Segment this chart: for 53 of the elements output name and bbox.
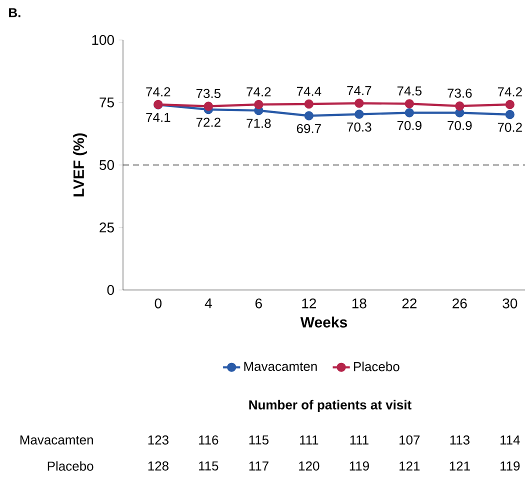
legend-label: Mavacamten bbox=[244, 362, 317, 371]
data-label: 73.5 bbox=[196, 88, 221, 98]
text: 119 bbox=[500, 461, 520, 471]
data-label: 74.2 bbox=[246, 87, 271, 96]
text: Placebo bbox=[48, 461, 94, 471]
x-tick-label: 26 bbox=[452, 298, 467, 308]
y-tick-label: 100 bbox=[92, 35, 114, 45]
data-label: 70.9 bbox=[448, 120, 472, 130]
text: 115 bbox=[199, 461, 218, 471]
text: 121 bbox=[400, 461, 420, 471]
x-tick-label: 4 bbox=[204, 298, 212, 308]
data-label: 70.9 bbox=[397, 120, 422, 130]
text: 111 bbox=[300, 436, 318, 444]
x-tick-label: 30 bbox=[502, 298, 518, 308]
x-tick-label: 18 bbox=[352, 298, 366, 308]
text: 128 bbox=[148, 461, 168, 471]
y-tick-label: 50 bbox=[100, 160, 114, 170]
x-axis-title: Weeks bbox=[300, 316, 347, 328]
text: 120 bbox=[299, 461, 320, 471]
text: Mavacamten bbox=[20, 435, 93, 445]
data-label: 74.7 bbox=[347, 86, 372, 96]
text: Number of patients at visit bbox=[249, 400, 412, 412]
text: 114 bbox=[500, 436, 520, 444]
data-label: 73.6 bbox=[448, 88, 472, 98]
text: 113 bbox=[450, 435, 470, 445]
data-label: 74.2 bbox=[498, 87, 522, 96]
data-label: 74.4 bbox=[296, 86, 322, 96]
x-tick-label: 12 bbox=[302, 298, 316, 308]
text: 107 bbox=[400, 435, 420, 445]
text: 123 bbox=[148, 435, 168, 445]
data-label: 71.8 bbox=[246, 118, 271, 128]
text: B. bbox=[9, 8, 20, 18]
y-tick-label: 25 bbox=[100, 222, 114, 232]
x-tick-label: 0 bbox=[154, 298, 162, 308]
text: 119 bbox=[350, 461, 369, 471]
text: 111 bbox=[350, 436, 368, 444]
y-tick-label: 75 bbox=[100, 98, 114, 108]
data-label: 70.2 bbox=[498, 122, 522, 132]
x-tick-label: 6 bbox=[255, 298, 262, 308]
legend-label: Placebo bbox=[354, 362, 400, 372]
text: 115 bbox=[249, 435, 269, 445]
x-tick-label: 22 bbox=[402, 298, 417, 308]
data-label: 70.3 bbox=[347, 122, 372, 132]
text: 116 bbox=[199, 435, 218, 445]
y-tick-label: 0 bbox=[107, 285, 114, 295]
data-label: 72.2 bbox=[196, 118, 220, 127]
data-label: 69.7 bbox=[296, 124, 321, 134]
text: 117 bbox=[249, 462, 268, 470]
y-axis-title: LVEF (%) bbox=[73, 133, 87, 196]
text: 121 bbox=[450, 461, 470, 471]
data-label: 74.5 bbox=[397, 86, 422, 96]
data-label: 74.2 bbox=[146, 87, 170, 96]
data-label: 74.1 bbox=[146, 112, 170, 122]
